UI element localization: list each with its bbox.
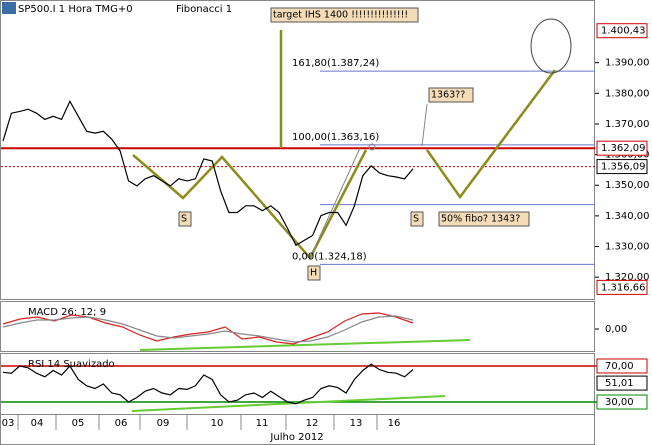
annotation: 50% fibo? 1343? bbox=[441, 214, 520, 225]
target-circle bbox=[530, 18, 572, 74]
price-label: 1.400,43 bbox=[601, 26, 646, 37]
fib-label: 161,80(1.387,24) bbox=[292, 58, 379, 69]
panel-title: MACD 26; 12; 9 bbox=[28, 307, 106, 318]
macd-trend bbox=[139, 339, 471, 351]
y-tick-label: 1.390,00 bbox=[605, 58, 650, 69]
y-tick-label: 30,00 bbox=[605, 397, 634, 408]
study: Fibonacci 1 bbox=[176, 4, 232, 15]
y-tick-label: 1.350,00 bbox=[605, 180, 650, 191]
annotation: target IHS 1400 !!!!!!!!!!!!!!! bbox=[273, 10, 408, 21]
x-tick-label: 04 bbox=[31, 418, 44, 429]
panel-title: RSI 14 Suavizado bbox=[28, 359, 115, 370]
last-box bbox=[596, 375, 648, 391]
annotation: H bbox=[310, 268, 317, 279]
icon bbox=[2, 2, 16, 14]
price-box bbox=[596, 23, 648, 39]
price-label: 1.362,09 bbox=[601, 143, 646, 154]
y-tick-label: 1.330,00 bbox=[605, 242, 650, 253]
annotation-box bbox=[270, 7, 419, 23]
annotation-box bbox=[410, 211, 424, 227]
series-line bbox=[2, 312, 414, 345]
annotation: 1363?? bbox=[431, 90, 465, 101]
annotation-box bbox=[307, 265, 321, 281]
price-label: 1.356,09 bbox=[601, 162, 646, 173]
rsi-trend bbox=[131, 395, 446, 412]
last-label: 51,01 bbox=[605, 378, 634, 389]
annotation-box bbox=[178, 211, 192, 227]
x-axis-title: Julho 2012 bbox=[269, 432, 323, 443]
x-tick-label: 13 bbox=[350, 418, 363, 429]
y-tick-label: 1.380,00 bbox=[605, 88, 650, 99]
price-box bbox=[596, 279, 648, 295]
fib-point bbox=[368, 143, 376, 151]
series-line bbox=[2, 99, 414, 247]
symbol: SP500.I 1 Hora TMG+0 bbox=[18, 4, 133, 15]
x-tick-label: 05 bbox=[72, 418, 85, 429]
annotation-box bbox=[438, 211, 530, 227]
y-tick-label: 70,00 bbox=[605, 361, 634, 372]
series-line bbox=[2, 363, 414, 405]
projection-line bbox=[425, 69, 557, 200]
x-tick-label: 03 bbox=[2, 418, 15, 429]
x-tick-label: 10 bbox=[211, 418, 224, 429]
price-label: 1.316,66 bbox=[601, 282, 646, 293]
x-tick-label: 12 bbox=[306, 418, 319, 429]
fib-line bbox=[309, 147, 361, 259]
annotation: S bbox=[181, 214, 187, 225]
annotation-box bbox=[428, 87, 474, 103]
price-box bbox=[596, 159, 648, 175]
x-tick-label: 11 bbox=[256, 418, 269, 429]
x-tick-label: 09 bbox=[157, 418, 170, 429]
x-tick-label: 06 bbox=[115, 418, 128, 429]
main-panel bbox=[0, 0, 595, 300]
pointer bbox=[421, 103, 428, 147]
series-line bbox=[2, 315, 414, 343]
y-tick-label: 1.370,00 bbox=[605, 119, 650, 130]
x-tick-label: 16 bbox=[388, 418, 401, 429]
y-tick-label: 0,00 bbox=[605, 324, 627, 335]
annotation: S bbox=[413, 214, 419, 225]
y-tick-label: 1.320,00 bbox=[605, 272, 650, 283]
price-box bbox=[596, 140, 648, 156]
level-box bbox=[596, 394, 648, 410]
y-tick-label: 1.340,00 bbox=[605, 211, 650, 222]
fib-label: 0,00(1.324,18) bbox=[292, 251, 367, 262]
level-box bbox=[596, 358, 648, 374]
fib-label: 100,00(1.363,16) bbox=[292, 132, 379, 143]
macd-panel bbox=[0, 301, 595, 352]
